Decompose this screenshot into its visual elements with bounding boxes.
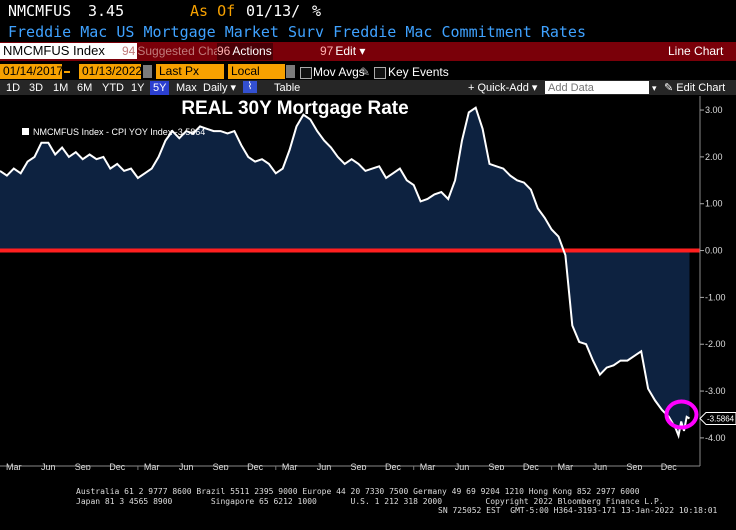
y-tick-label: -2.00 (705, 339, 726, 349)
mov-avgs-label: Mov Avgs (313, 65, 365, 79)
chart-title: REAL 30Y Mortgage Rate (181, 98, 408, 119)
y-tick-label: -4.00 (705, 433, 726, 443)
period-6m[interactable]: 6M (77, 82, 93, 94)
menu-bar: NMCMFUS Index 94 Suggested Charts 96 Actio… (0, 42, 736, 75)
y-tick-label: 2.00 (705, 152, 723, 162)
last-value-label: -3.5864 (707, 415, 735, 424)
y-tick-label: 3.00 (705, 105, 723, 115)
period-1d[interactable]: 1D (6, 82, 21, 94)
period-1m[interactable]: 1M (53, 82, 69, 94)
currency-select[interactable]: Local CCY (228, 64, 285, 93)
x-tick-label: Dec (247, 462, 264, 470)
x-tick-label: Sep (488, 462, 504, 470)
x-tick-label: Dec (523, 462, 540, 470)
series-area-fill (0, 107, 690, 436)
chart-toolbar: 1D 3D 1M 6M YTD 1Y 5Y Max Daily ▾ ⌇ Tabl… (0, 80, 736, 95)
legend-label[interactable]: NMCMFUS Index - CPI YOY Index -3.5864 (33, 127, 205, 137)
footer-contacts-line: Australia 61 2 9777 8600 Brazil 5511 239… (76, 487, 640, 496)
x-tick-label: Jun (455, 462, 470, 470)
x-tick-label: Sep (626, 462, 642, 470)
y-tick-label: 1.00 (705, 199, 723, 209)
currency-dropdown-icon[interactable] (286, 65, 295, 78)
x-tick-label: Mar (420, 462, 436, 470)
pencil-icon[interactable]: ✎ (360, 65, 371, 79)
as-of-label: As Of (190, 2, 236, 20)
last-price: 3.45 (88, 2, 125, 20)
add-data-input[interactable] (545, 81, 649, 94)
pencil-icon: ✎ (664, 82, 674, 94)
chevron-down-icon: ▾ (531, 82, 538, 94)
x-tick-label: Jun (179, 462, 194, 470)
security-header-row: NMCMFUS 3.45 As Of 01/13/ % (0, 0, 736, 22)
end-date-field[interactable]: 01/13/2022 (79, 64, 142, 79)
frequency-select[interactable]: Daily ▾ (203, 82, 237, 94)
x-tick-label: Jun (41, 462, 56, 470)
x-tick-label: Sep (75, 462, 91, 470)
highlight-circle (664, 399, 699, 430)
x-tick-label: Dec (109, 462, 126, 470)
security-input[interactable]: NMCMFUS Index (0, 43, 137, 59)
security-description: Freddie Mac US Mortgage Market Surv Fred… (8, 23, 586, 41)
x-tick-label: Mar (558, 462, 574, 470)
series-line (0, 106, 691, 440)
x-tick-label: Dec (661, 462, 678, 470)
x-tick-label: Sep (213, 462, 229, 470)
chevron-down-icon: ▾ (359, 44, 366, 58)
y-tick-label: 0.00 (705, 246, 723, 256)
mov-avgs-checkbox[interactable] (300, 67, 312, 79)
last-value-tag (699, 412, 736, 426)
field-select[interactable]: Last Px (156, 64, 224, 79)
x-tick-label: Jun (317, 462, 332, 470)
quick-add-button[interactable]: + Quick-Add ▾ (468, 82, 538, 94)
x-tick-label: Mar (282, 462, 298, 470)
as-of-date: 01/13/ (246, 2, 301, 20)
x-tick-label: Mar (6, 462, 22, 470)
suggested-charts-button[interactable]: 94 Suggested Charts (122, 44, 234, 58)
legend-swatch (22, 128, 29, 135)
x-tick-label: Mar (144, 462, 160, 470)
period-ytd[interactable]: YTD (102, 82, 124, 94)
chart-area: 3.00 2.00 1.00 0.00 -1.00 -2.00 -3.00 -4.00 Mar… (0, 96, 736, 470)
footer-session-line: SN 725052 EST GMT-5:00 H364-3193-171 13-… (438, 506, 718, 515)
key-events-checkbox[interactable] (374, 67, 386, 79)
y-tick-label: -1.00 (705, 292, 726, 302)
x-tick-label: Sep (351, 462, 367, 470)
options-row: 01/14/2017 01/13/2022 Last Px Local CCY … (0, 62, 736, 93)
edit-chart-button[interactable]: ✎ Edit Chart (664, 82, 726, 94)
period-max[interactable]: Max (176, 82, 197, 94)
date-dash (64, 71, 70, 73)
plus-icon: + (468, 82, 475, 94)
x-tick-label: Dec (385, 462, 402, 470)
edit-menu-button[interactable]: 97 Edit ▾ (320, 44, 366, 58)
y-tick-label: -3.00 (705, 386, 726, 396)
calendar-icon[interactable] (143, 65, 152, 78)
footer: Australia 61 2 9777 8600 Brazil 5511 239… (0, 485, 736, 530)
percent-symbol: % (312, 2, 322, 20)
key-events-label: Key Events (388, 65, 449, 79)
period-5y[interactable]: 5Y (150, 81, 170, 95)
period-3d[interactable]: 3D (29, 82, 44, 94)
description-row: Freddie Mac US Mortgage Market Surv Fred… (0, 22, 736, 42)
ticker-symbol: NMCMFUS (8, 2, 72, 20)
period-1y[interactable]: 1Y (131, 82, 145, 94)
chevron-down-icon[interactable]: ▾ (652, 83, 657, 93)
line-chart-icon[interactable]: ⌇ (243, 81, 257, 93)
footer-copyright-line: Japan 81 3 4565 8900 Singapore 65 6212 1… (76, 497, 664, 506)
table-button[interactable]: Table (274, 82, 301, 94)
start-date-field[interactable]: 01/14/2017 (0, 64, 63, 79)
chevron-down-icon: ▾ (230, 82, 237, 94)
chart-type-label: Line Chart (668, 44, 724, 58)
x-tick-label: Jun (593, 462, 608, 470)
